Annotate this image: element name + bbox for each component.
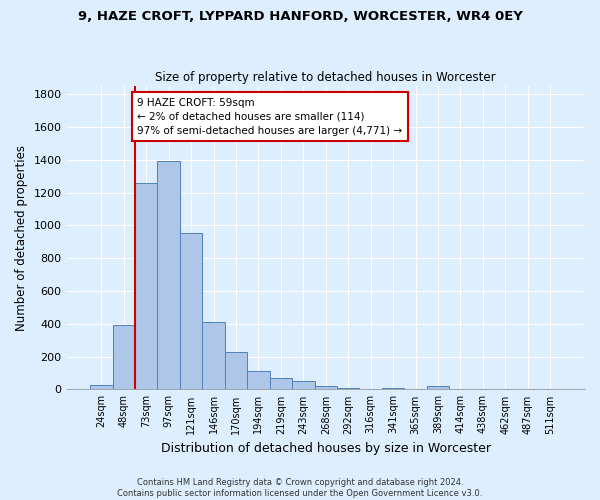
Bar xyxy=(314,386,337,390)
Bar xyxy=(427,386,449,390)
Text: 9, HAZE CROFT, LYPPARD HANFORD, WORCESTER, WR4 0EY: 9, HAZE CROFT, LYPPARD HANFORD, WORCESTE… xyxy=(77,10,523,23)
X-axis label: Distribution of detached houses by size in Worcester: Distribution of detached houses by size … xyxy=(161,442,491,455)
Title: Size of property relative to detached houses in Worcester: Size of property relative to detached ho… xyxy=(155,70,496,84)
Bar xyxy=(269,378,292,390)
Bar xyxy=(359,388,382,390)
Bar xyxy=(337,388,359,390)
Text: Contains HM Land Registry data © Crown copyright and database right 2024.
Contai: Contains HM Land Registry data © Crown c… xyxy=(118,478,482,498)
Bar xyxy=(202,322,225,390)
Bar xyxy=(382,388,404,390)
Bar xyxy=(113,326,135,390)
Bar xyxy=(135,183,157,390)
Text: 9 HAZE CROFT: 59sqm
← 2% of detached houses are smaller (114)
97% of semi-detach: 9 HAZE CROFT: 59sqm ← 2% of detached hou… xyxy=(137,98,403,136)
Bar xyxy=(404,388,427,390)
Bar xyxy=(225,352,247,390)
Y-axis label: Number of detached properties: Number of detached properties xyxy=(15,144,28,330)
Bar xyxy=(247,370,269,390)
Bar xyxy=(157,162,180,390)
Bar xyxy=(90,386,113,390)
Bar xyxy=(180,233,202,390)
Bar xyxy=(292,381,314,390)
